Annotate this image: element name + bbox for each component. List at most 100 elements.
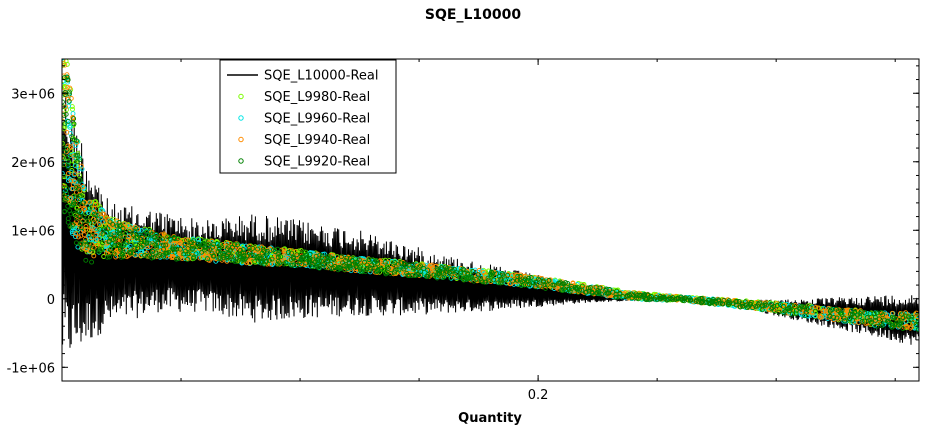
- data-point: [406, 270, 412, 276]
- data-point: [242, 256, 248, 262]
- data-point: [74, 205, 80, 211]
- data-point: [108, 234, 113, 240]
- data-point: [81, 213, 87, 219]
- data-point: [535, 276, 541, 282]
- data-point: [64, 129, 70, 135]
- data-point: [108, 246, 114, 252]
- legend-item: SQE_L9920-Real: [238, 155, 370, 170]
- data-point: [62, 174, 66, 180]
- data-point: [908, 324, 914, 330]
- data-point: [97, 235, 102, 241]
- data-point: [483, 269, 489, 275]
- data-point: [589, 290, 595, 296]
- data-point: [80, 184, 86, 190]
- data-point: [278, 254, 284, 260]
- data-point: [90, 230, 96, 236]
- data-point: [133, 226, 139, 232]
- data-point: [909, 314, 915, 320]
- data-point: [720, 301, 726, 307]
- data-point: [908, 316, 914, 322]
- data-point: [87, 200, 93, 206]
- data-point: [161, 246, 166, 252]
- data-point: [170, 244, 176, 250]
- data-point: [151, 254, 157, 260]
- data-point: [77, 197, 83, 202]
- data-point: [553, 278, 559, 284]
- data-point: [528, 275, 534, 280]
- data-point: [78, 233, 84, 239]
- data-point: [507, 277, 513, 283]
- data-point: [86, 218, 92, 224]
- data-point: [489, 269, 495, 275]
- data-point: [415, 272, 421, 278]
- data-point: [461, 270, 467, 276]
- data-point: [867, 311, 873, 317]
- data-point: [476, 268, 482, 273]
- data-point: [544, 282, 550, 288]
- data-point: [443, 267, 449, 273]
- data-point: [83, 236, 88, 242]
- data-point: [91, 205, 97, 211]
- y-axis: -1e+06 0 1e+06 2e+06 3e+06: [7, 65, 919, 382]
- data-point: [73, 231, 79, 237]
- data-point: [382, 270, 388, 276]
- data-point: [781, 310, 787, 316]
- data-point: [774, 303, 780, 308]
- data-point: [802, 313, 808, 319]
- legend-item: SQE_L9940-Real: [238, 133, 370, 148]
- data-point: [184, 256, 190, 262]
- data-point: [733, 299, 739, 305]
- data-point: [197, 255, 203, 261]
- data-point: [625, 293, 631, 299]
- data-point: [107, 254, 112, 260]
- data-point: [97, 248, 103, 254]
- data-point: [880, 312, 886, 318]
- data-point: [597, 285, 603, 291]
- data-point: [587, 284, 593, 290]
- data-point: [69, 230, 75, 236]
- data-point: [688, 297, 694, 303]
- data-point: [62, 84, 68, 90]
- data-point: [426, 265, 431, 271]
- data-point: [148, 233, 154, 239]
- data-point: [847, 311, 853, 317]
- data-point: [72, 171, 78, 177]
- data-point: [69, 134, 75, 140]
- data-point: [62, 92, 68, 98]
- data-point: [839, 315, 845, 321]
- data-point: [144, 239, 150, 245]
- data-point: [191, 254, 197, 260]
- data-point: [96, 216, 102, 222]
- data-point: [620, 294, 626, 299]
- data-point: [481, 269, 487, 275]
- data-point: [154, 236, 160, 242]
- data-point: [241, 250, 247, 256]
- data-point: [139, 239, 145, 245]
- data-point: [410, 265, 416, 271]
- data-point: [73, 215, 79, 221]
- data-point: [889, 324, 895, 330]
- data-point: [643, 297, 649, 303]
- data-point: [210, 253, 216, 259]
- data-point: [592, 290, 597, 296]
- data-point: [583, 289, 589, 295]
- legend-label: SQE_L10000-Real: [264, 69, 379, 84]
- data-point: [181, 251, 187, 257]
- data-point: [461, 267, 467, 273]
- data-point: [247, 248, 253, 254]
- data-point: [65, 118, 71, 124]
- data-point: [187, 240, 193, 246]
- data-point: [384, 264, 390, 270]
- data-point: [264, 248, 270, 254]
- data-point: [277, 260, 282, 266]
- data-point: [328, 255, 333, 261]
- data-point: [424, 274, 430, 279]
- data-point: [378, 265, 384, 271]
- data-point: [60, 32, 64, 36]
- data-point: [915, 319, 919, 325]
- data-point: [218, 256, 223, 262]
- data-point: [112, 236, 118, 242]
- data-point: [418, 272, 424, 278]
- data-point: [91, 219, 96, 225]
- data-point: [81, 206, 87, 212]
